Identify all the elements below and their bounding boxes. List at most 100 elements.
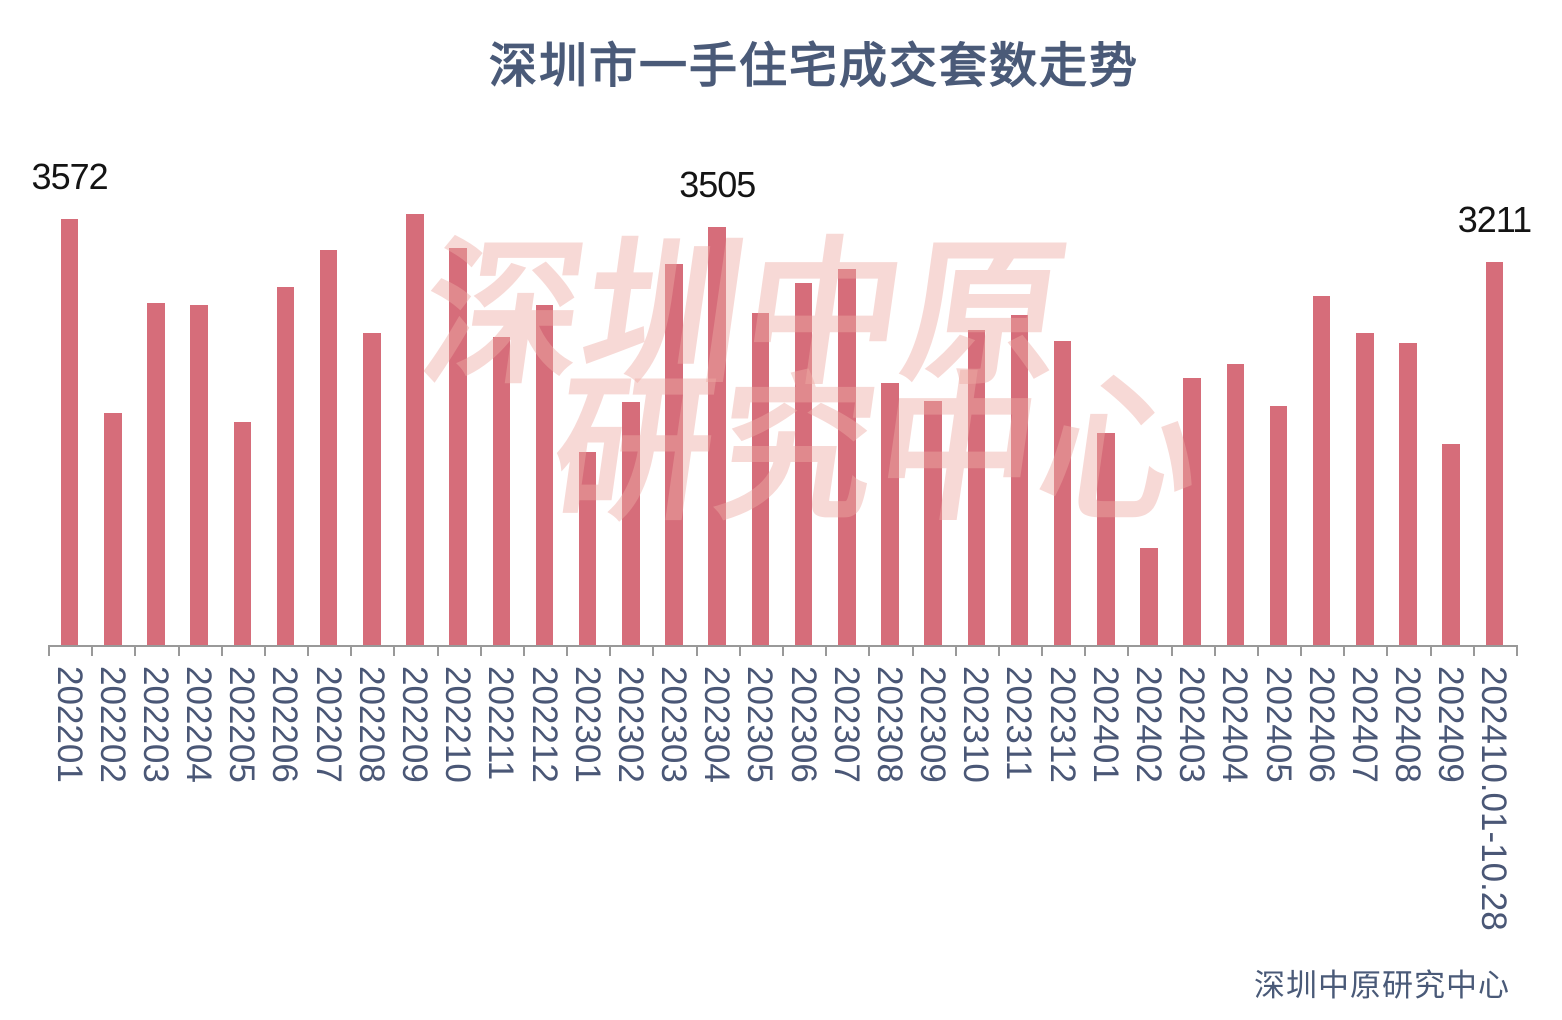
source-caption: 深圳中原研究中心 — [1254, 968, 1510, 1003]
bar-202201 — [60, 219, 79, 645]
x-axis-tick — [1170, 647, 1173, 656]
x-axis-tick — [48, 647, 50, 656]
x-axis-label-202401: 202401 — [1085, 666, 1125, 783]
bar-202312 — [1053, 341, 1072, 645]
bar-202303 — [665, 264, 683, 645]
bar-202205 — [233, 422, 252, 645]
x-axis-tick — [177, 647, 180, 656]
x-axis-label-202205: 202205 — [222, 666, 262, 783]
x-axis-tick — [652, 647, 655, 656]
bar-202209 — [406, 214, 424, 645]
bar-202211 — [492, 337, 511, 645]
bar-202212 — [535, 305, 554, 645]
x-axis-tick — [911, 647, 914, 656]
x-axis-tick — [868, 647, 871, 656]
bar-202407 — [1356, 333, 1374, 645]
x-axis-tick — [782, 647, 784, 656]
bar-202404 — [1226, 364, 1245, 645]
x-axis-label-202309: 202309 — [913, 666, 953, 783]
x-axis-label-202410.01-10.28: 202410.01-10.28 — [1474, 666, 1514, 931]
bar-202408 — [1399, 343, 1417, 645]
x-axis-tick — [393, 647, 396, 656]
bar-202403 — [1183, 378, 1201, 645]
bar-202307 — [838, 269, 856, 645]
x-axis-label-202405: 202405 — [1258, 666, 1298, 783]
data-label-202201: 3572 — [31, 156, 109, 197]
x-axis-label-202304: 202304 — [697, 666, 737, 783]
bar-202306 — [794, 283, 813, 645]
x-axis-label-202212: 202212 — [524, 666, 564, 783]
x-axis-tick — [307, 647, 310, 656]
x-axis-tick — [566, 647, 569, 656]
x-axis-label-202311: 202311 — [999, 666, 1039, 781]
x-axis-tick — [1084, 647, 1087, 656]
x-axis-label-202206: 202206 — [265, 666, 305, 783]
x-axis-label-202211: 202211 — [481, 666, 521, 781]
bar-202204 — [190, 305, 208, 645]
bar-202311 — [1010, 315, 1029, 645]
bar-202309 — [924, 401, 942, 645]
bar-202304 — [708, 227, 726, 645]
x-axis-label-202207: 202207 — [308, 666, 348, 783]
x-axis-label-202306: 202306 — [783, 666, 823, 783]
bar-202202 — [104, 413, 122, 645]
x-axis-label-202301: 202301 — [567, 666, 607, 783]
x-axis-tick — [1127, 647, 1130, 656]
bar-202406 — [1312, 296, 1331, 645]
x-axis-tick — [997, 647, 1000, 656]
x-axis-label-202208: 202208 — [351, 666, 391, 783]
data-label-202304: 3505 — [679, 164, 756, 205]
data-label-202410.01-10.28: 3211 — [1457, 199, 1532, 240]
bar-202308 — [881, 383, 899, 645]
x-axis-label-202209: 202209 — [395, 666, 434, 783]
x-axis-label-202303: 202303 — [654, 666, 694, 783]
x-axis-label-202203: 202203 — [135, 666, 175, 783]
x-axis-tick — [1041, 647, 1044, 656]
x-axis-tick — [479, 647, 482, 656]
x-axis-label-202407: 202407 — [1344, 666, 1384, 783]
bar-202208 — [363, 333, 381, 645]
bar-202409 — [1442, 444, 1460, 645]
x-axis-label-202409: 202409 — [1431, 666, 1471, 783]
x-axis-tick — [350, 647, 353, 656]
x-axis-label-202404: 202404 — [1215, 666, 1255, 783]
bar-202302 — [622, 402, 640, 645]
bar-202401 — [1097, 433, 1115, 645]
x-axis-tick — [738, 647, 741, 656]
x-axis-tick — [134, 647, 137, 656]
x-axis-tick — [1343, 647, 1346, 656]
x-axis-tick — [1516, 647, 1518, 656]
x-axis-tick — [1300, 647, 1303, 656]
x-axis-label-202402: 202402 — [1129, 666, 1168, 783]
x-axis-label-202308: 202308 — [869, 666, 909, 783]
x-axis-tick — [263, 647, 266, 656]
x-axis-tick — [695, 647, 698, 656]
bar-202203 — [147, 303, 165, 645]
x-axis-label-202201: 202201 — [49, 666, 89, 783]
plot-area — [48, 180, 1516, 645]
x-axis-label-202406: 202406 — [1301, 666, 1341, 783]
bar-202402 — [1140, 548, 1158, 645]
bar-202305 — [751, 313, 770, 645]
x-axis-tick — [1256, 647, 1259, 656]
bar-202301 — [578, 452, 597, 645]
bar-202210 — [449, 248, 467, 645]
x-axis-tick — [220, 647, 223, 656]
bar-202310 — [967, 330, 986, 645]
x-axis-label-202305: 202305 — [740, 666, 780, 783]
x-axis-tick — [436, 647, 439, 656]
x-axis-label-202312: 202312 — [1042, 666, 1082, 783]
x-axis-tick — [1429, 647, 1432, 656]
chart-title: 深圳市一手住宅成交套数走势 — [488, 40, 1139, 93]
x-axis-label-202307: 202307 — [826, 666, 866, 783]
x-axis-label-202204: 202204 — [179, 666, 219, 783]
bar-202410.01-10.28 — [1485, 262, 1504, 645]
x-axis-tick — [1472, 647, 1475, 656]
x-axis-label-202210: 202210 — [438, 666, 478, 783]
bar-202405 — [1269, 406, 1288, 645]
x-axis-label-202202: 202202 — [92, 666, 132, 783]
x-axis-tick — [1386, 647, 1389, 656]
x-axis-line — [48, 645, 1518, 647]
x-axis-label-202403: 202403 — [1172, 666, 1212, 783]
